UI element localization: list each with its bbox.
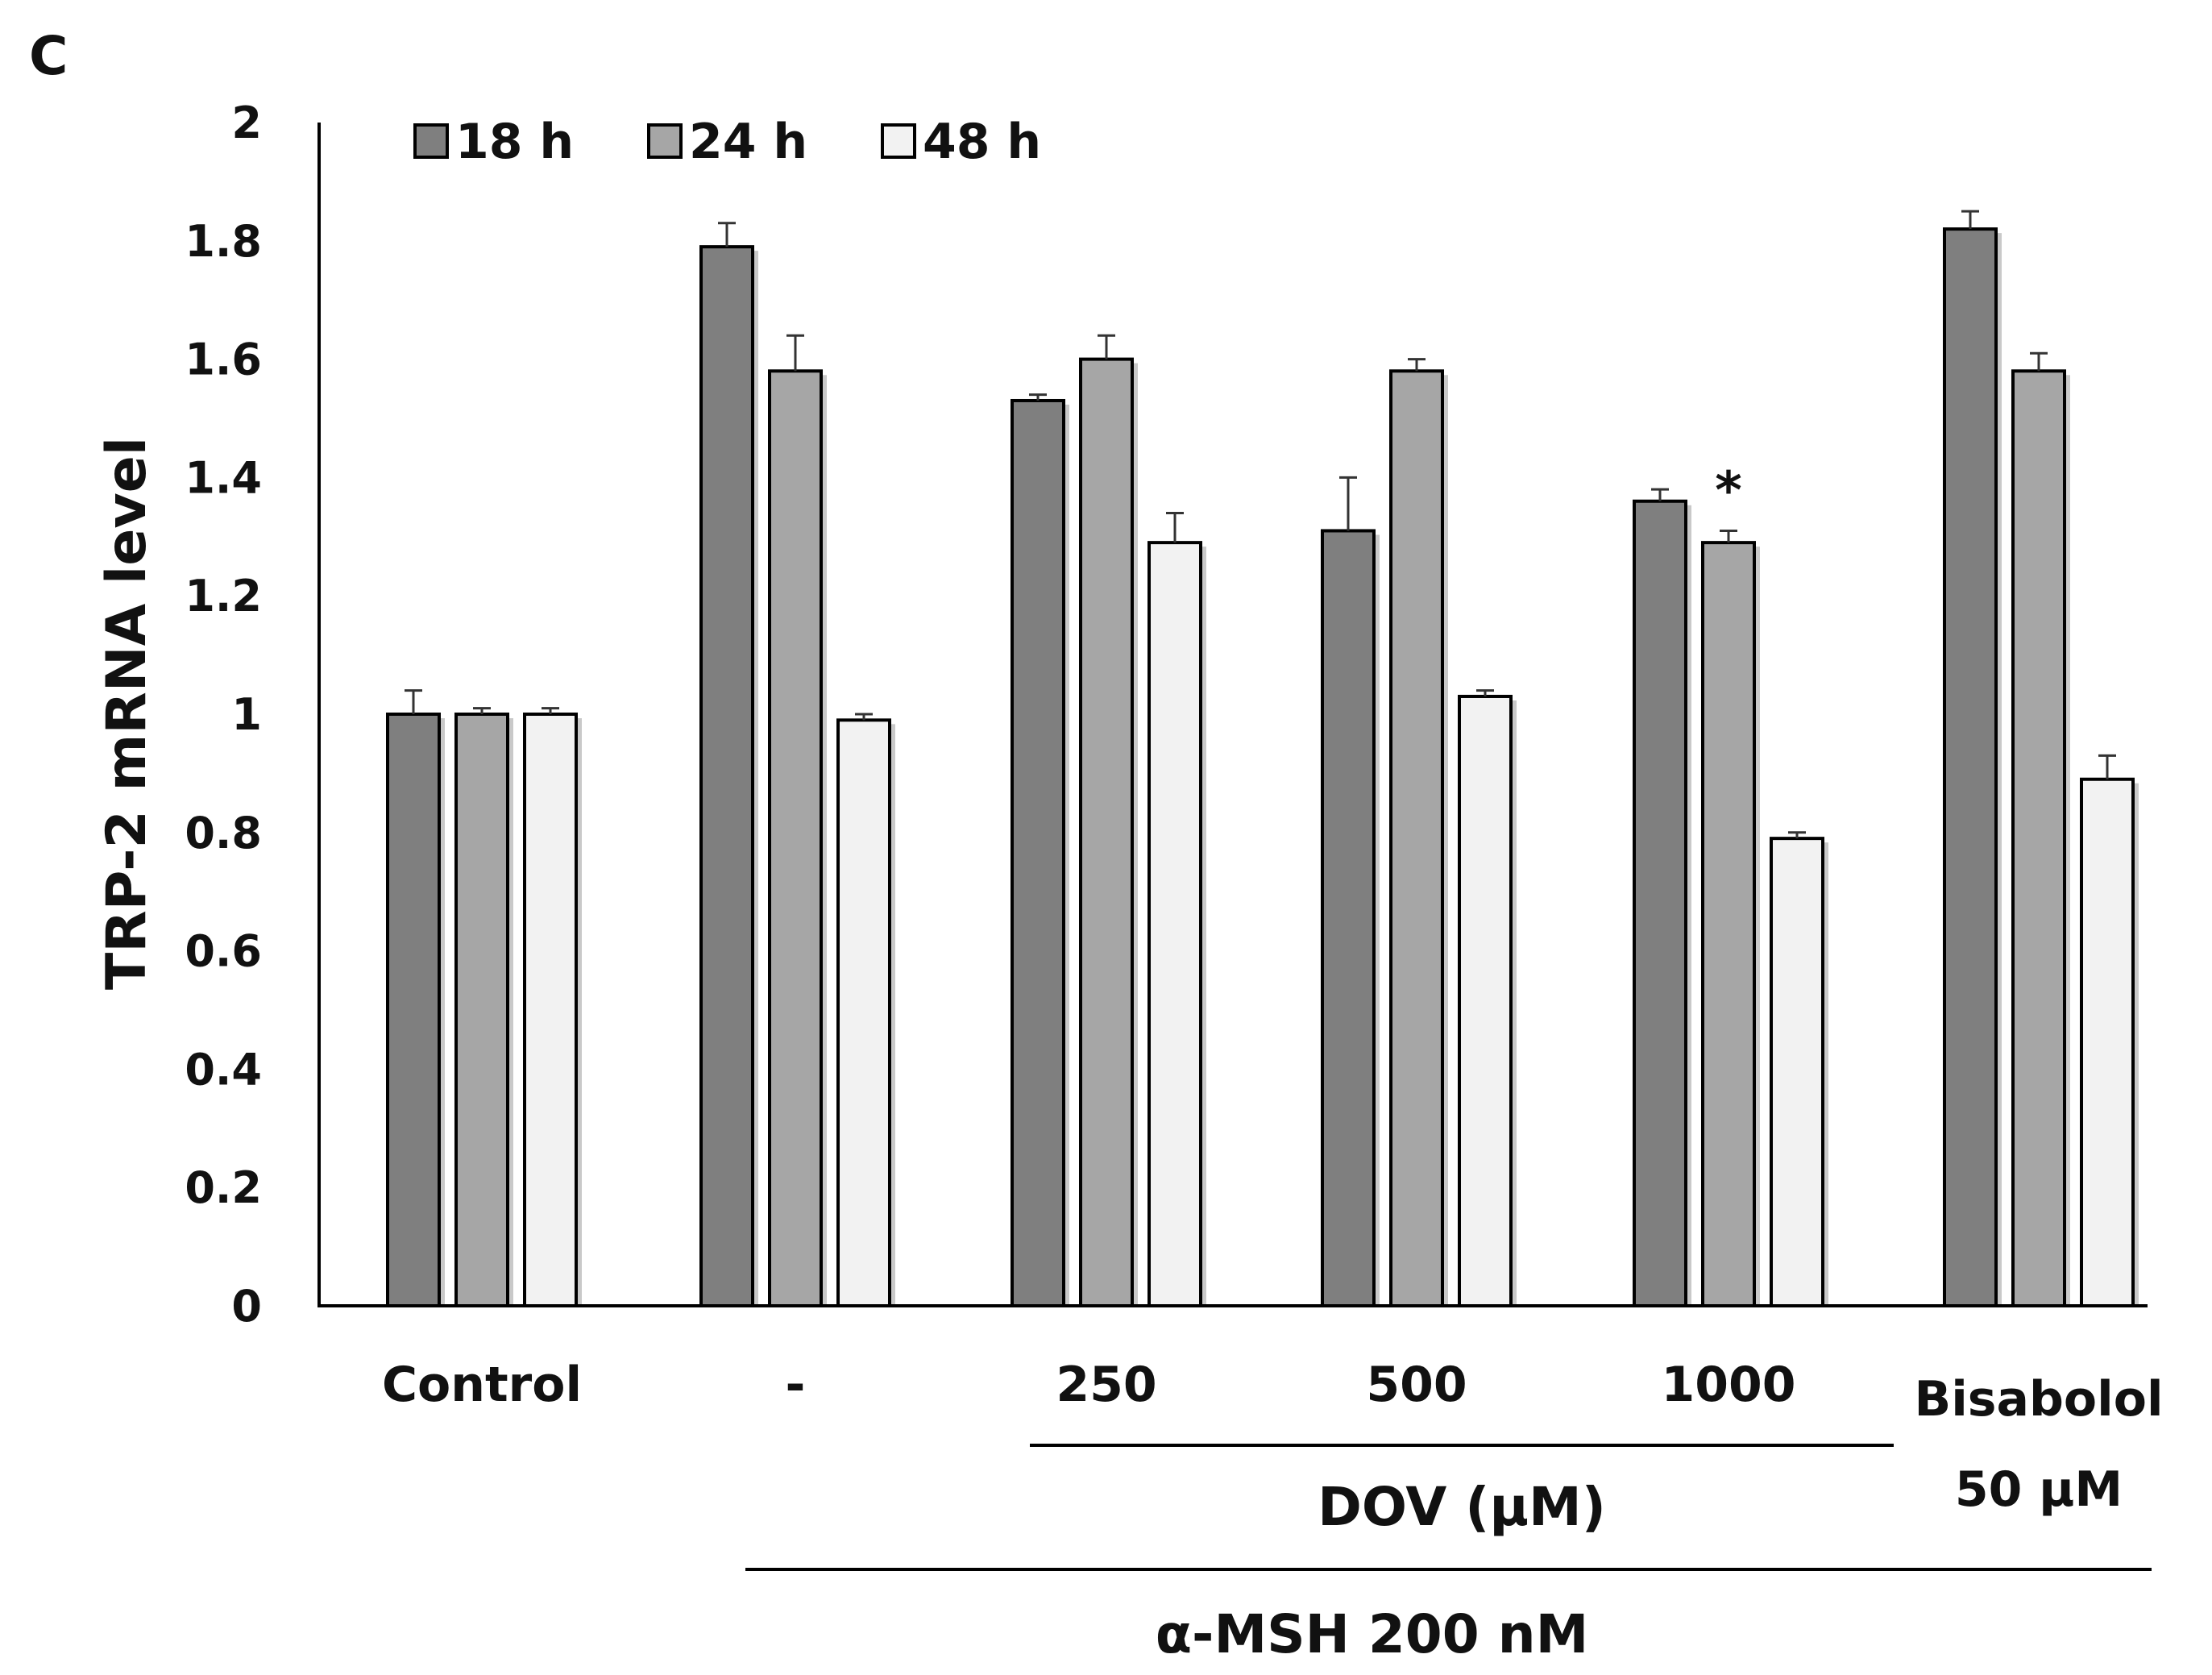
- y-tick-label: 2: [231, 98, 262, 148]
- group-label: DOV (μM): [1318, 1476, 1606, 1538]
- bar: [454, 713, 509, 1307]
- y-tick-label: 0.8: [185, 808, 262, 858]
- legend-label: 48 h: [923, 114, 1041, 170]
- bar: [1321, 529, 1376, 1307]
- y-tick-label: 1: [231, 689, 262, 740]
- legend-swatch: [413, 123, 449, 159]
- significance-star: *: [1715, 461, 1741, 521]
- y-tick-label: 1.2: [185, 571, 262, 621]
- bar: [1079, 357, 1134, 1308]
- category-sublabel: 50 μM: [1955, 1461, 2123, 1518]
- bar: [1148, 541, 1202, 1307]
- legend-label: 24 h: [689, 114, 807, 170]
- bar: [1011, 398, 1065, 1308]
- category-label: 500: [1366, 1357, 1467, 1413]
- y-axis-ticks: 0 0.2 0.4 0.6 0.8 1 1.2 1.4 1.6 1.8 2: [185, 98, 262, 1332]
- bar: [1458, 694, 1513, 1307]
- bar: [523, 713, 578, 1307]
- category-label: Bisabolol: [1914, 1371, 2163, 1428]
- category-label: 250: [1056, 1357, 1156, 1413]
- bar: [2080, 777, 2135, 1307]
- y-tick-label: 1.4: [185, 452, 262, 503]
- legend-swatch: [647, 123, 683, 159]
- legend: 18 h 24 h 48 h: [413, 114, 1041, 170]
- legend-label: 18 h: [455, 114, 574, 170]
- y-axis-title: TRP-2 mRNA level: [95, 437, 159, 990]
- y-tick-label: 0.4: [185, 1044, 262, 1095]
- category-label: Control: [382, 1357, 582, 1413]
- bar: [2011, 369, 2066, 1307]
- group-label: α-MSH 200 nM: [1156, 1603, 1589, 1665]
- y-tick-label: 0.2: [185, 1162, 262, 1213]
- bar: [1633, 499, 1687, 1307]
- y-tick-label: 1.8: [185, 216, 262, 267]
- category-labels: Control - 250 500 1000 Bisabolol 50 μM: [382, 1357, 2164, 1518]
- category-label: 1000: [1662, 1357, 1796, 1413]
- error-bars: [405, 210, 2116, 839]
- y-tick-label: 1.6: [185, 335, 262, 385]
- bar: [768, 369, 823, 1307]
- bar: [386, 713, 441, 1307]
- bar: [1770, 837, 1824, 1307]
- bar: [1943, 227, 1998, 1307]
- bar: [699, 245, 754, 1307]
- panel-label: C: [29, 25, 68, 87]
- bar: [1389, 369, 1444, 1307]
- y-tick-label: 0: [231, 1281, 262, 1332]
- y-tick-label: 0.6: [185, 926, 262, 977]
- bar: [836, 718, 891, 1307]
- group-labels: DOV (μM) α-MSH 200 nM: [745, 1444, 2152, 1665]
- legend-swatch: [881, 123, 916, 159]
- bars: [386, 227, 2139, 1308]
- category-label: -: [786, 1357, 806, 1413]
- significance-marks: *: [1715, 461, 1741, 521]
- bar: [1701, 541, 1756, 1307]
